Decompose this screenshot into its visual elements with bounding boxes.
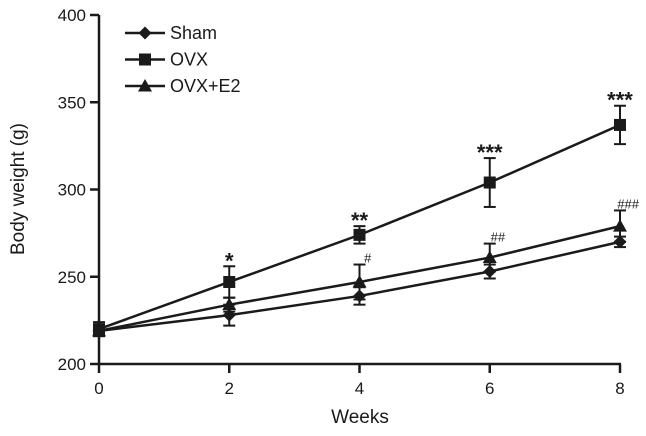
- significance-hash: ##: [491, 230, 506, 245]
- legend-entry-sham: Sham: [125, 23, 217, 43]
- data-point-ovx-e2: [222, 297, 237, 311]
- significance-star: **: [351, 208, 369, 233]
- x-tick-label: 8: [615, 379, 624, 398]
- legend: Sham OVX OVX+E2: [125, 23, 241, 96]
- significance-star: *: [225, 248, 234, 273]
- x-axis-title: Weeks: [331, 407, 389, 428]
- data-point-ovx: [483, 176, 496, 189]
- legend-label: Sham: [170, 23, 217, 43]
- data-point-ovx: [614, 118, 626, 131]
- significance-star: ***: [477, 140, 503, 165]
- series-ovx-e2: [92, 209, 627, 338]
- data-point-ovx-e2: [352, 274, 367, 288]
- x-tick-label: 2: [225, 379, 234, 398]
- significance-hash: ###: [617, 196, 639, 211]
- significance-annotations: *********######: [225, 88, 640, 274]
- data-point-ovx: [353, 228, 366, 241]
- axes: 200 250 300 350 400 0 2 4 6 8: [58, 6, 625, 398]
- data-point-ovx-e2: [92, 323, 106, 337]
- legend-marker-ovx: [139, 53, 151, 66]
- series-layer: [92, 104, 627, 338]
- y-tick-label: 350: [58, 93, 86, 112]
- x-tick-label: 4: [355, 379, 364, 398]
- y-axis-title: Body weight (g): [8, 123, 29, 255]
- x-tick-label: 0: [94, 379, 103, 398]
- y-tick-label: 250: [58, 268, 86, 287]
- x-tick-label: 6: [485, 379, 494, 398]
- legend-entry-ovx-e2: OVX+E2: [125, 76, 241, 96]
- data-point-ovx: [223, 275, 236, 288]
- data-point-ovx-e2: [482, 250, 497, 264]
- y-tick-label: 200: [58, 355, 86, 374]
- legend-marker-ovx-e2: [138, 79, 152, 92]
- y-tick-label: 400: [58, 6, 86, 25]
- significance-star: ***: [607, 88, 633, 113]
- legend-entry-ovx: OVX: [125, 50, 208, 70]
- data-point-ovx-e2: [613, 219, 627, 232]
- significance-hash: #: [364, 251, 372, 266]
- legend-marker-sham: [138, 26, 152, 40]
- y-tick-label: 300: [58, 181, 86, 200]
- legend-label: OVX+E2: [170, 76, 241, 96]
- legend-label: OVX: [170, 50, 208, 70]
